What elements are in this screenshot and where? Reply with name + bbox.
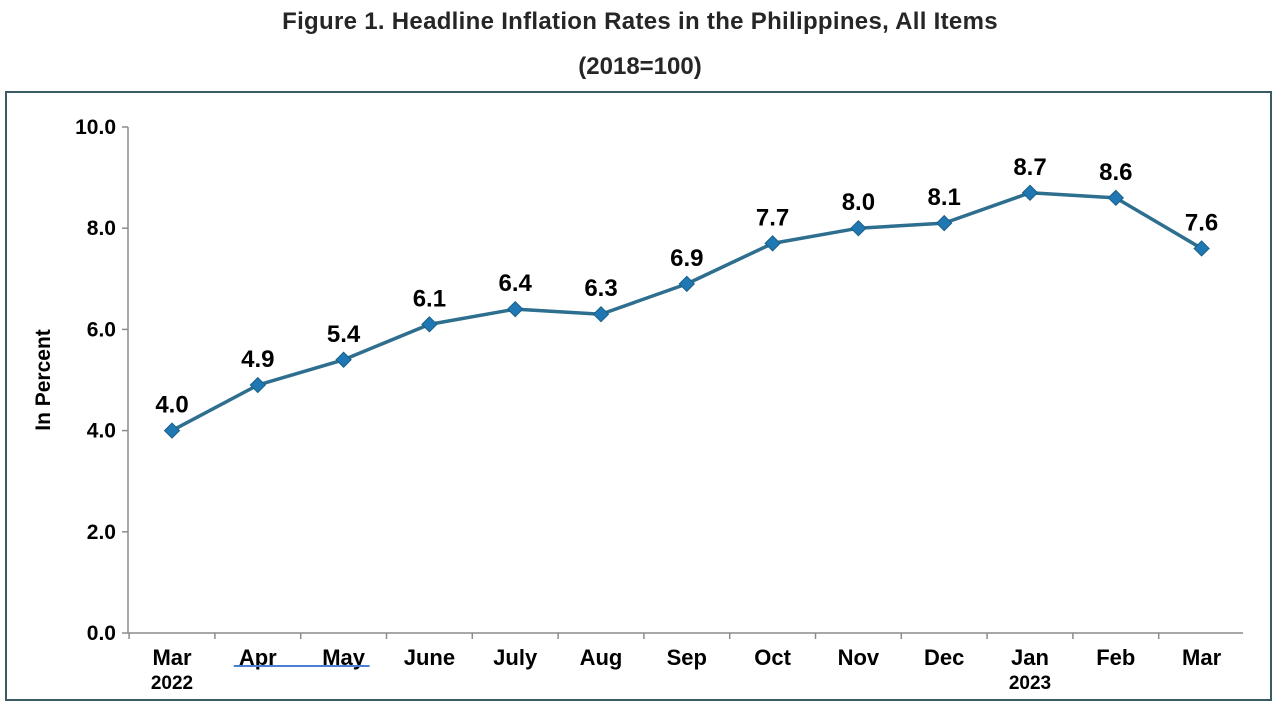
marker-group [163, 184, 1210, 439]
data-label: 4.9 [241, 346, 274, 373]
data-label: 8.0 [842, 189, 875, 216]
y-tick-label: 10.0 [75, 116, 116, 139]
data-point-marker [1193, 240, 1210, 257]
data-label: 7.7 [756, 204, 789, 231]
x-category-label: Aug [580, 645, 623, 670]
y-tick-label: 4.0 [87, 420, 116, 443]
y-tick-label: 2.0 [87, 521, 116, 544]
category-label-group: Mar Apr May June July Aug Sep Oct Nov Dec Jan Feb Ma… [151, 645, 1222, 694]
data-point-marker [850, 219, 867, 237]
x-category-label: Oct [754, 645, 791, 670]
x-category-label: Dec [924, 645, 964, 670]
data-point-marker [1021, 184, 1039, 201]
data-point-marker [1107, 189, 1125, 207]
data-label: 6.4 [499, 270, 533, 297]
data-point-marker [592, 306, 610, 323]
data-label: 8.7 [1013, 154, 1046, 181]
x-category-label: Nov [838, 645, 880, 670]
data-label-group: 4.0 4.9 5.4 6.1 6.4 6.3 6.9 7.7 8.0 8.1 8.7 8.6 7.6 [155, 154, 1218, 419]
data-point-marker [335, 351, 352, 368]
chart-title: Figure 1. Headline Inflation Rates in th… [282, 8, 998, 35]
data-label: 8.6 [1099, 159, 1132, 186]
chart-frame [5, 91, 1272, 701]
data-label: 6.1 [413, 285, 446, 312]
data-point-marker [935, 214, 953, 232]
data-point-marker [764, 235, 781, 252]
y-tick-label: 6.0 [87, 318, 116, 341]
data-label: 5.4 [327, 321, 361, 348]
x-category-label: July [493, 645, 538, 670]
y-tick-label: 0.0 [87, 622, 116, 645]
data-label: 6.3 [584, 275, 617, 302]
y-axis-label: In Percent [32, 329, 55, 431]
series-line-group [171, 191, 1203, 433]
data-label: 8.1 [928, 184, 961, 211]
x-category-label: Mar [1182, 645, 1222, 670]
series-line [171, 191, 1203, 433]
data-point-marker [163, 422, 181, 439]
x-year-label: 2022 [151, 673, 193, 694]
x-category-label: Jan [1011, 645, 1049, 670]
data-point-marker [678, 275, 696, 293]
data-label: 4.0 [155, 392, 188, 419]
x-category-label: Feb [1096, 645, 1135, 670]
x-year-label: 2023 [1009, 673, 1051, 694]
x-category-label: Sep [667, 645, 707, 670]
x-category-label: June [404, 645, 455, 670]
axes: 0.0 2.0 4.0 6.0 8.0 10.0 In Percent [32, 116, 1243, 645]
y-tick-label: 8.0 [87, 217, 116, 240]
data-label: 6.9 [670, 245, 703, 272]
data-point-marker [249, 376, 267, 394]
chart-subtitle: (2018=100) [578, 53, 702, 80]
data-point-marker [421, 316, 438, 333]
data-label: 7.6 [1185, 209, 1218, 236]
x-category-label: Mar [152, 645, 192, 670]
data-point-marker [506, 300, 524, 318]
